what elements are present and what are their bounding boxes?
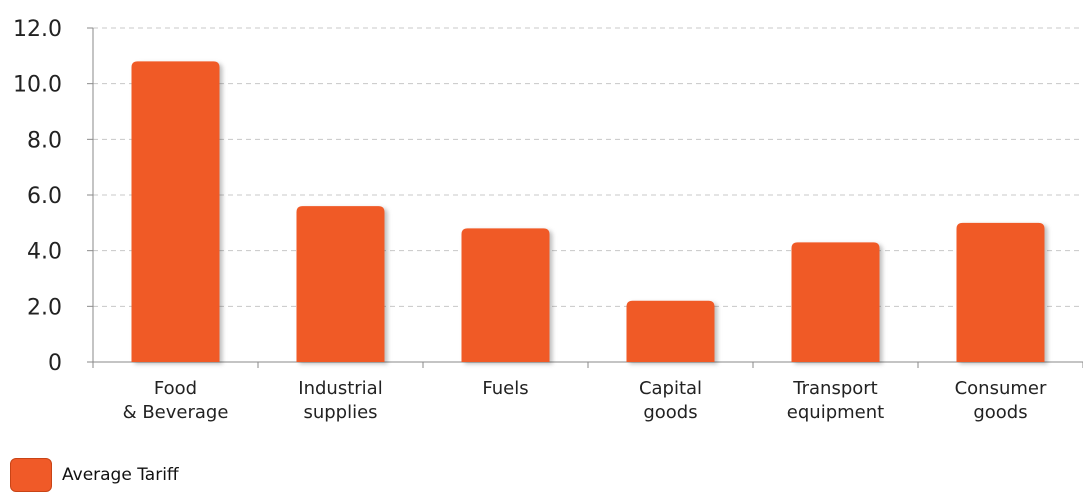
legend-swatch	[10, 458, 52, 492]
gridlines	[93, 27, 1083, 307]
y-axis-ticks: 0 2.0 4.0 6.0 8.0 10.0 12.0	[13, 17, 62, 376]
y-tick-label: 4.0	[27, 240, 62, 265]
x-tick-label: Transport equipment	[787, 378, 884, 423]
bar-chart: 0 2.0 4.0 6.0 8.0 10.0 12.0 Food & Beverage Indu…	[13, 17, 1083, 423]
y-tick-label: 8.0	[27, 128, 62, 153]
x-axis-ticks: Food & Beverage Industrial supplies Fuels Cap…	[123, 378, 1047, 423]
y-tick-label: 10.0	[13, 73, 62, 98]
bar	[461, 228, 550, 362]
bar	[296, 206, 385, 362]
bar	[956, 222, 1045, 362]
legend-label: Average Tariff	[62, 465, 179, 485]
x-tick-label: Food & Beverage	[123, 378, 229, 423]
bar	[791, 242, 880, 362]
x-tick-label: Capital goods	[639, 378, 702, 423]
y-tick-label: 2.0	[27, 295, 62, 320]
bar	[626, 300, 715, 362]
x-tick-label: Consumer goods	[955, 378, 1047, 423]
x-tick-label: Fuels	[482, 378, 528, 399]
x-tick-label: Industrial supplies	[298, 378, 382, 423]
legend: Average Tariff	[10, 458, 179, 492]
axes	[87, 27, 1083, 368]
y-tick-label: 0	[48, 351, 62, 376]
y-tick-label: 12.0	[13, 17, 62, 42]
bar	[131, 61, 220, 363]
bars	[131, 61, 1045, 363]
y-tick-label: 6.0	[27, 184, 62, 209]
